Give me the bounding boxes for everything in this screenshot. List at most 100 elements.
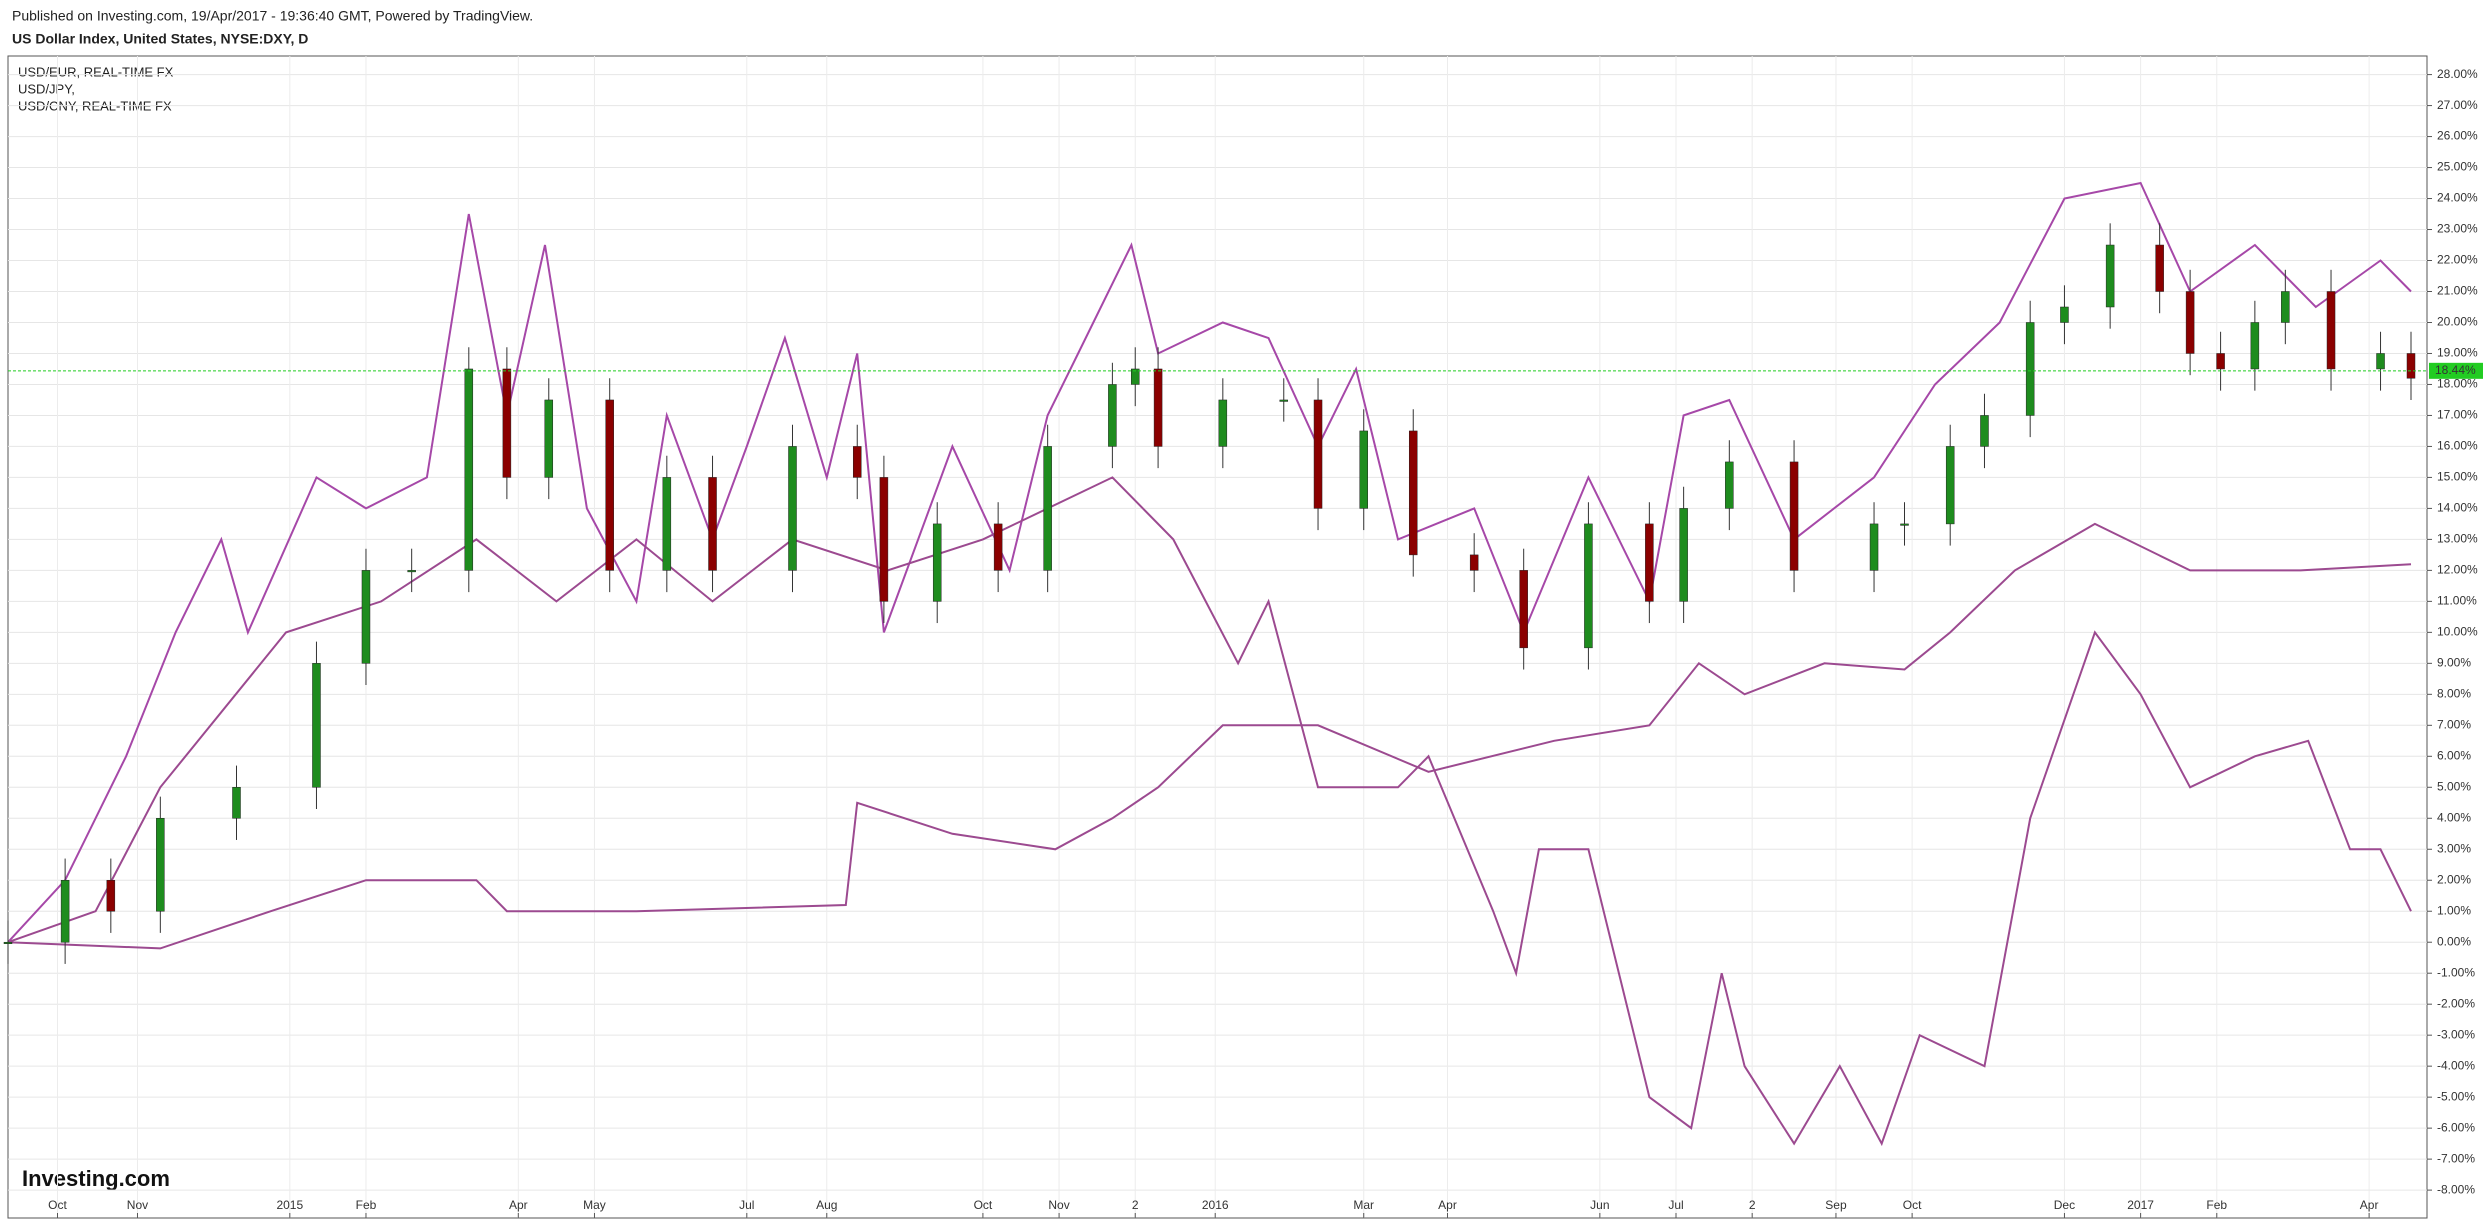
candle-body	[788, 446, 797, 571]
candle-body	[3, 941, 13, 944]
candle-body	[1725, 461, 1734, 509]
candle-body	[1789, 461, 1799, 571]
y-tick-label: 1.00%	[2437, 903, 2471, 917]
x-tick-label: May	[583, 1198, 606, 1212]
y-tick-label: -1.00%	[2437, 965, 2475, 979]
x-tick-label: Oct	[48, 1198, 67, 1212]
candle-body	[2025, 322, 2035, 416]
x-tick-label: 2015	[276, 1198, 303, 1212]
x-tick-label: Mar	[1353, 1198, 1374, 1212]
candle-body	[1469, 554, 1479, 571]
y-tick-label: 18.00%	[2437, 377, 2478, 391]
x-tick-label: Dec	[2054, 1198, 2075, 1212]
y-tick-label: 26.00%	[2437, 129, 2478, 143]
candle-body	[2105, 244, 2115, 308]
candle-body	[932, 523, 942, 602]
line-series	[7, 181, 2412, 943]
candle-body	[1980, 415, 1989, 447]
reference-label-box	[2429, 362, 2483, 379]
y-tick-label: 15.00%	[2437, 470, 2478, 484]
y-tick-label: 20.00%	[2437, 315, 2478, 329]
y-tick-label: 23.00%	[2437, 222, 2478, 236]
candle-body	[1519, 570, 1528, 649]
y-tick-label: 25.00%	[2437, 160, 2478, 174]
y-tick-label: 28.00%	[2437, 67, 2478, 81]
candle-body	[2216, 353, 2225, 370]
candle-body	[232, 787, 241, 819]
y-tick-label: 12.00%	[2437, 563, 2478, 577]
y-tick-label: 22.00%	[2437, 253, 2478, 267]
symbol-title: US Dollar Index, United States, NYSE:DXY…	[12, 31, 308, 47]
x-tick-label: Apr	[2360, 1198, 2379, 1212]
x-tick-label: Jun	[1590, 1198, 1609, 1212]
candle-body	[464, 368, 474, 571]
y-tick-label: 19.00%	[2437, 346, 2478, 360]
candle-body	[1313, 399, 1323, 509]
candle-body	[2281, 291, 2290, 323]
candle-body	[605, 399, 614, 571]
candle-body	[1645, 523, 1654, 602]
x-tick-label: Feb	[356, 1198, 377, 1212]
x-tick-label: Aug	[816, 1198, 837, 1212]
y-tick-label: -3.00%	[2437, 1027, 2475, 1041]
y-tick-label: 17.00%	[2437, 408, 2478, 422]
candle-body	[2185, 291, 2195, 354]
candle-body	[2376, 353, 2385, 370]
legend-entry: USD/JPY,	[18, 81, 75, 96]
candle-body	[2060, 306, 2069, 323]
plot-frame	[7, 55, 2428, 1219]
candle-body	[312, 663, 321, 788]
candle-body	[2250, 322, 2260, 370]
logo: Investing.com	[22, 1166, 170, 1191]
y-tick-label: 16.00%	[2437, 439, 2478, 453]
candle-body	[993, 523, 1003, 571]
candle-body	[1218, 399, 1228, 447]
published-line: Published on Investing.com, 19/Apr/2017 …	[12, 8, 533, 24]
x-tick-label: Apr	[1438, 1198, 1457, 1212]
candle-body	[879, 477, 889, 602]
y-tick-label: 13.00%	[2437, 532, 2478, 546]
candle-body	[1679, 508, 1688, 602]
y-tick-label: 8.00%	[2437, 686, 2471, 700]
candle-body	[2326, 291, 2336, 370]
candle-body	[1108, 384, 1117, 447]
y-tick-label: 21.00%	[2437, 284, 2478, 298]
x-tick-label: Nov	[127, 1198, 148, 1212]
candle-body	[60, 879, 70, 943]
y-tick-label: -7.00%	[2437, 1151, 2475, 1165]
candle-body	[708, 477, 717, 571]
candle-body	[361, 570, 371, 664]
candle-body	[1279, 399, 1289, 402]
y-tick-label: 0.00%	[2437, 934, 2471, 948]
candle-body	[1584, 523, 1593, 649]
x-tick-label: 2	[1132, 1198, 1139, 1212]
y-tick-label: 11.00%	[2437, 594, 2477, 608]
legend-entry: USD/EUR, REAL-TIME FX	[18, 64, 174, 79]
candle-body	[852, 446, 862, 478]
y-tick-label: -4.00%	[2437, 1058, 2475, 1072]
y-tick-label: 27.00%	[2437, 98, 2478, 112]
y-tick-label: -6.00%	[2437, 1120, 2475, 1134]
candle-body	[1153, 368, 1163, 447]
y-tick-label: -8.00%	[2437, 1182, 2475, 1196]
y-tick-label: 5.00%	[2437, 779, 2471, 793]
candle-body	[407, 570, 416, 573]
candle-body	[1043, 446, 1052, 571]
candle-body	[2406, 353, 2416, 379]
candle-body	[502, 368, 512, 478]
y-tick-label: 4.00%	[2437, 810, 2471, 824]
x-tick-label: 2	[1749, 1198, 1756, 1212]
line-series	[7, 476, 2412, 1147]
candle-body	[106, 879, 116, 912]
candle-body	[1869, 523, 1879, 571]
reference-label: 18.44%	[2435, 363, 2476, 377]
x-tick-label: Jul	[1668, 1198, 1683, 1212]
x-tick-label: 2017	[2127, 1198, 2154, 1212]
x-tick-label: Jul	[739, 1198, 754, 1212]
candle-body	[544, 399, 554, 478]
y-tick-label: 9.00%	[2437, 656, 2471, 670]
x-tick-label: Oct	[974, 1198, 993, 1212]
y-tick-label: 7.00%	[2437, 717, 2471, 731]
candle-body	[662, 477, 672, 571]
